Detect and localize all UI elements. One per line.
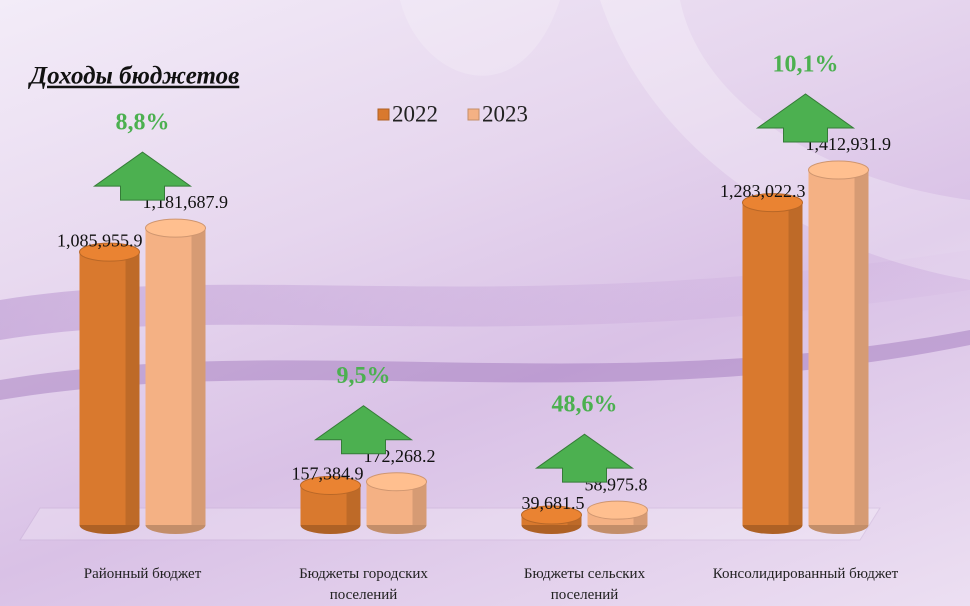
bar <box>79 242 140 534</box>
bar-shade <box>412 481 427 525</box>
bar-top <box>742 193 803 213</box>
legend-label: 2023 <box>482 101 528 126</box>
growth-label: 10,1% <box>773 52 839 78</box>
bar <box>587 500 648 534</box>
bar-top <box>145 218 206 238</box>
growth-label: 48,6% <box>552 392 618 418</box>
growth-arrow <box>92 151 193 201</box>
bar-shade <box>854 170 869 525</box>
x-tick-label: Районный бюджет <box>83 566 202 582</box>
growth-label: 9,5% <box>337 363 391 389</box>
bar-shade <box>191 228 206 525</box>
bar-top <box>366 472 427 492</box>
bar <box>366 472 427 534</box>
bar <box>808 160 869 534</box>
bar-body <box>145 228 206 525</box>
bar <box>521 505 582 534</box>
x-tick-label: Бюджеты сельских поселений <box>523 566 646 603</box>
legend-swatch <box>467 108 480 121</box>
bar-top <box>300 475 361 495</box>
bar-top <box>521 505 582 525</box>
bar-shade <box>346 485 361 525</box>
growth-arrow <box>534 433 635 483</box>
legend: 2022 2023 <box>377 101 528 126</box>
legend-swatch <box>377 108 390 121</box>
value-label: 39,681.5 <box>522 493 585 513</box>
bar-shade <box>788 202 803 525</box>
bar-top <box>587 500 648 520</box>
growth-label: 8,8% <box>116 110 170 136</box>
bar-top <box>808 160 869 180</box>
chart-title: Доходы бюджетов <box>28 63 239 90</box>
x-tick-label: Бюджеты городских поселений <box>299 566 428 603</box>
bar-shade <box>125 252 140 525</box>
bar <box>742 193 803 534</box>
value-label: 1,283,022.3 <box>720 181 806 201</box>
growth-arrow <box>313 405 414 455</box>
growth-arrow <box>755 93 856 143</box>
bar <box>145 218 206 534</box>
x-tick-label: Консолидированный бюджет <box>712 566 899 582</box>
bar-body <box>808 170 869 525</box>
bar <box>300 475 361 534</box>
bar-top <box>79 242 140 262</box>
bar-body <box>742 202 803 525</box>
bar-body <box>79 252 140 525</box>
value-label: 1,085,955.9 <box>57 230 143 250</box>
value-label: 157,384.9 <box>292 464 364 484</box>
legend-label: 2022 <box>392 101 438 126</box>
